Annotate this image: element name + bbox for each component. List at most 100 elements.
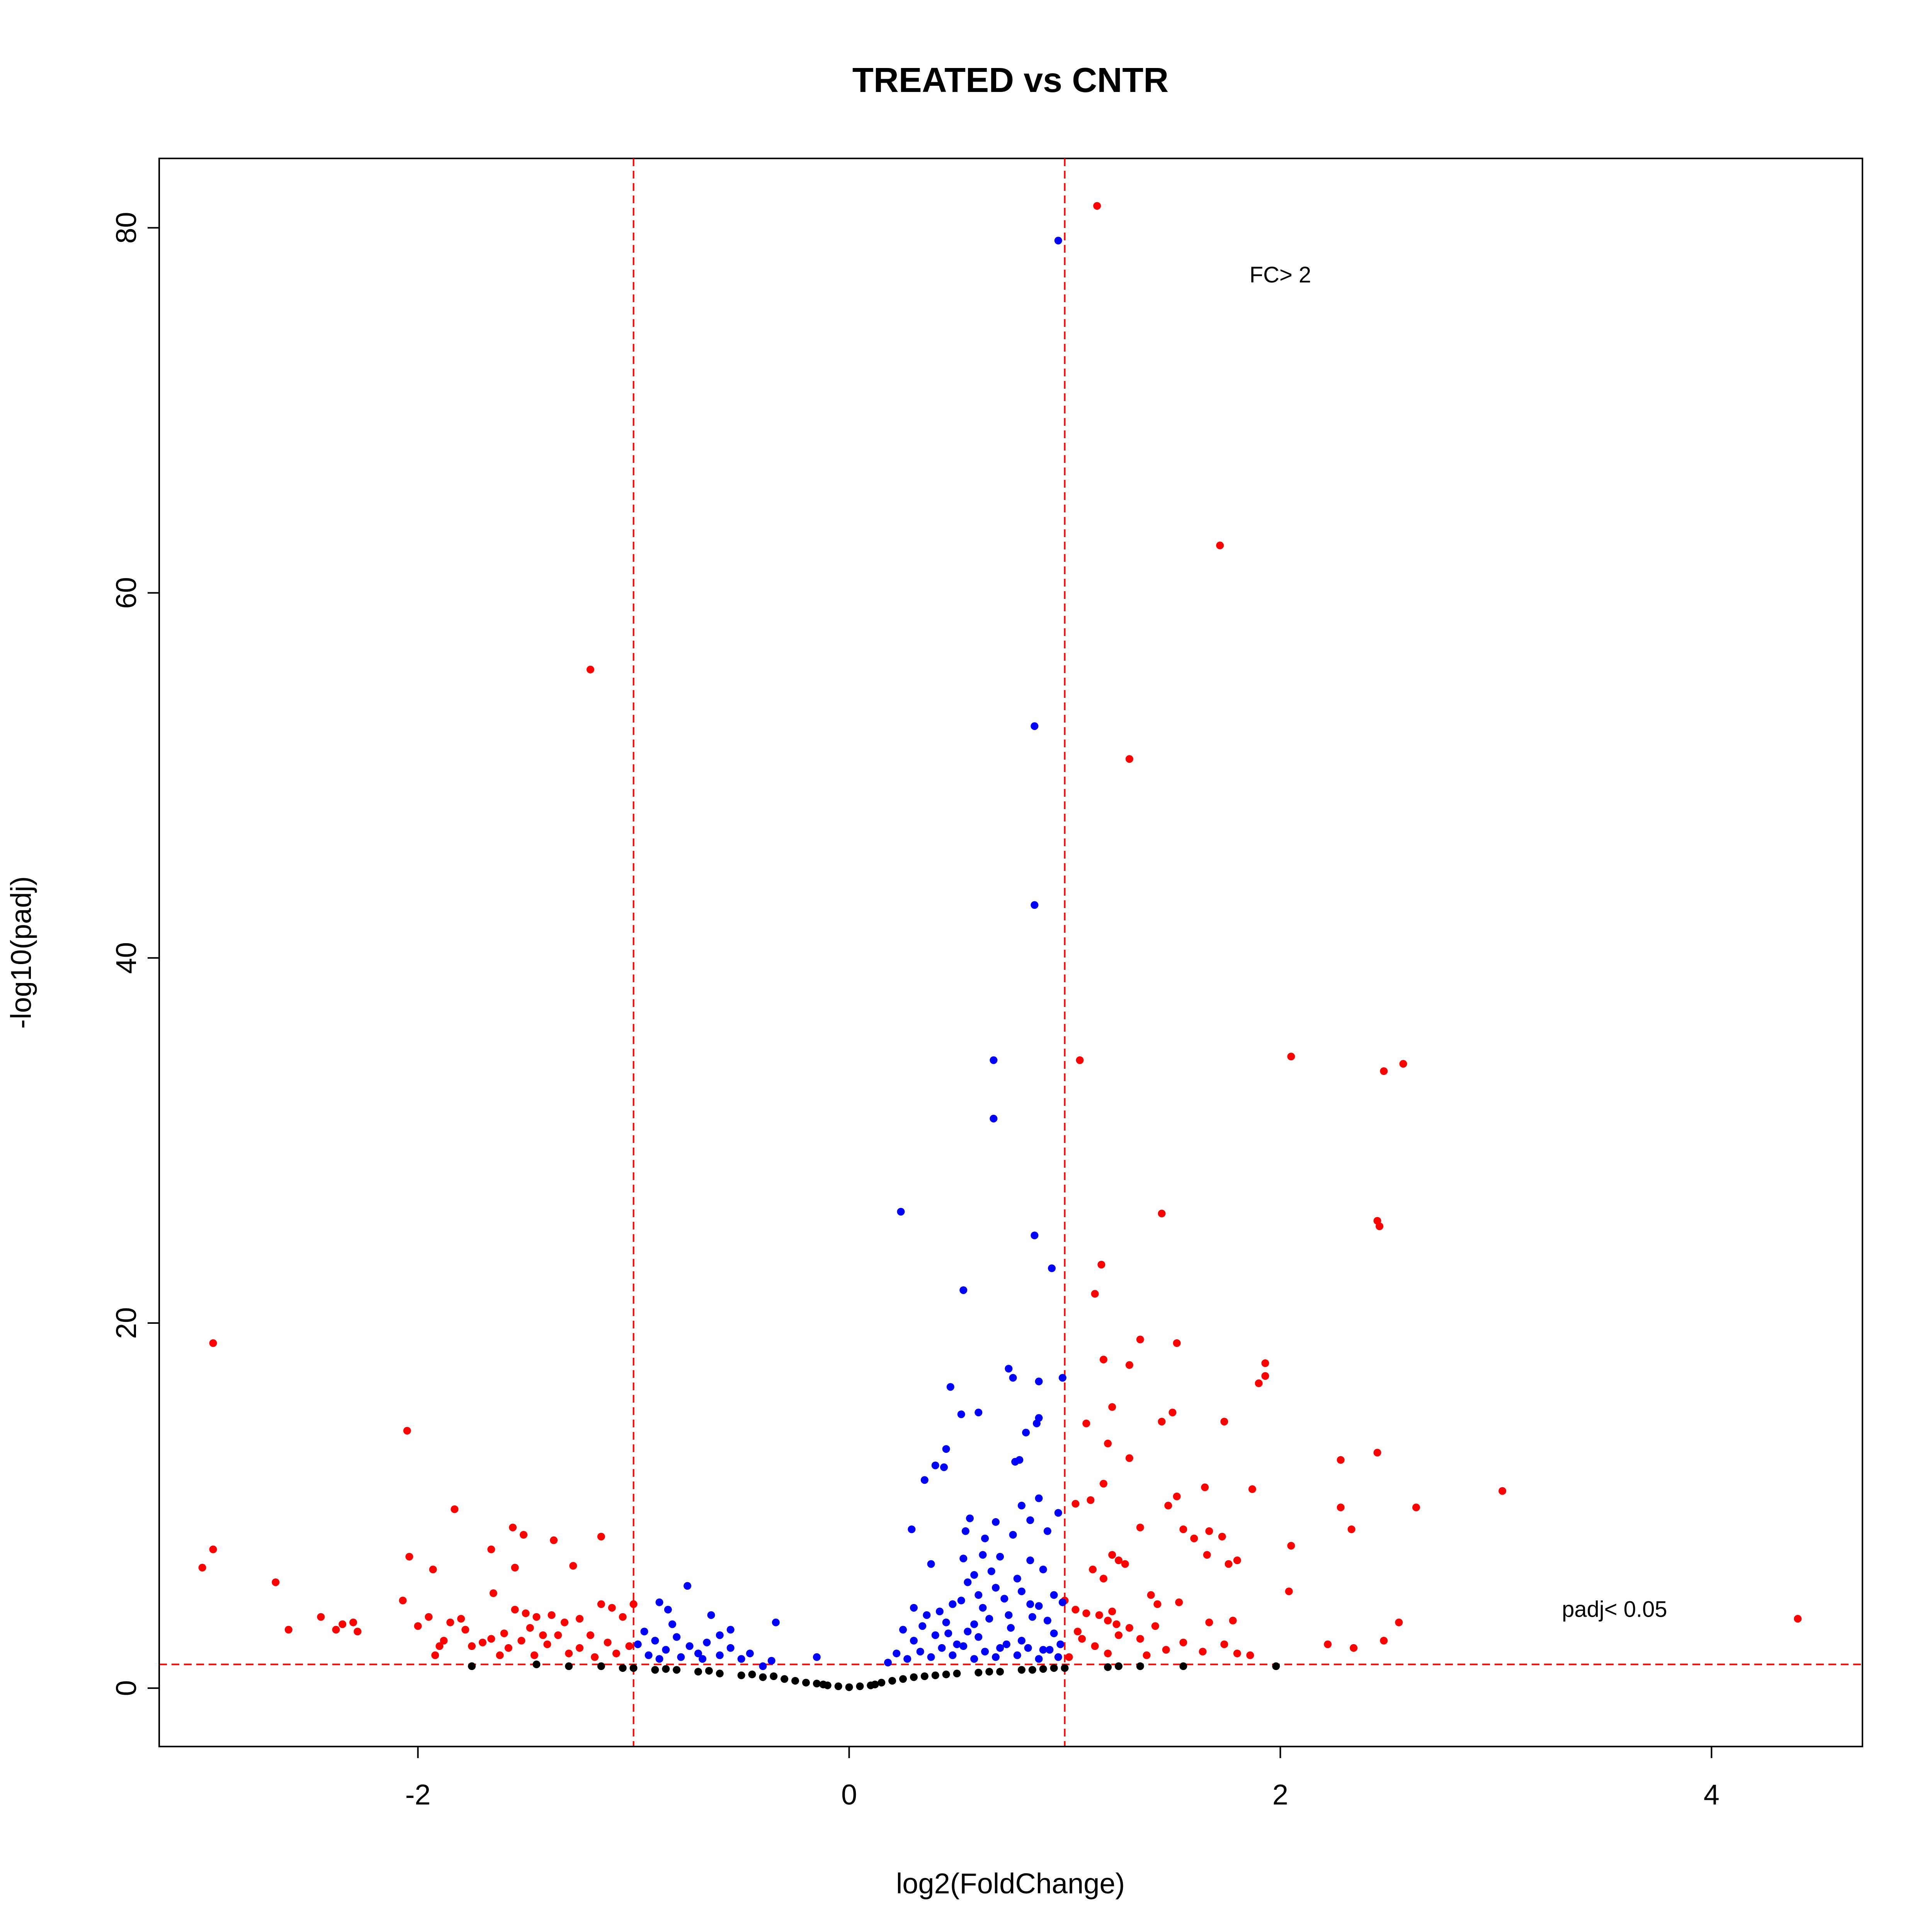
data-point-blue — [927, 1560, 935, 1568]
y-tick-label: 0 — [110, 1680, 142, 1696]
data-point-blue — [931, 1631, 939, 1639]
data-point-blue — [737, 1655, 745, 1663]
data-point-blue — [953, 1640, 961, 1648]
data-point-blue — [1056, 1640, 1065, 1648]
data-point-blue — [1009, 1374, 1017, 1382]
data-point-blue — [944, 1629, 952, 1638]
data-point-red — [1229, 1617, 1237, 1625]
data-point-blue — [908, 1525, 916, 1533]
data-point-black — [651, 1666, 659, 1674]
data-point-blue — [964, 1628, 972, 1636]
y-tick-label: 80 — [110, 212, 142, 243]
data-point-black — [931, 1671, 939, 1679]
data-point-red — [487, 1635, 495, 1643]
data-point-red — [569, 1562, 577, 1570]
data-point-blue — [1026, 1516, 1034, 1524]
data-point-black — [716, 1670, 724, 1678]
data-point-blue — [959, 1554, 968, 1563]
data-point-blue — [1043, 1617, 1051, 1625]
data-point-red — [1082, 1609, 1090, 1617]
data-point-blue — [662, 1646, 670, 1654]
data-point-black — [920, 1672, 929, 1680]
data-point-black — [629, 1664, 638, 1672]
data-point-red — [1255, 1379, 1263, 1387]
data-point-red — [1203, 1551, 1211, 1559]
data-point-blue — [677, 1653, 685, 1661]
data-point-red — [1082, 1419, 1090, 1427]
data-point-red — [1104, 1617, 1112, 1625]
data-point-blue — [981, 1648, 989, 1656]
data-point-red — [1324, 1640, 1332, 1648]
data-point-black — [468, 1662, 476, 1670]
data-point-red — [1175, 1598, 1183, 1606]
data-point-red — [1337, 1503, 1345, 1512]
data-point-red — [1158, 1209, 1166, 1218]
data-point-red — [1261, 1359, 1269, 1367]
data-point-blue — [1022, 1429, 1030, 1437]
data-point-black — [1039, 1665, 1047, 1673]
data-point-blue — [949, 1651, 957, 1659]
data-point-red — [1104, 1650, 1112, 1658]
data-point-blue — [1032, 1419, 1041, 1427]
x-axis: -2 0 2 4 — [405, 1746, 1719, 1811]
data-point-blue — [910, 1604, 918, 1612]
data-point-red — [1190, 1534, 1198, 1543]
data-point-red — [1380, 1637, 1388, 1645]
data-point-red — [1104, 1439, 1112, 1447]
data-point-red — [1179, 1525, 1187, 1533]
data-point-black — [899, 1675, 907, 1683]
data-point-red — [1147, 1591, 1155, 1599]
data-point-red — [1136, 1635, 1144, 1643]
data-point-blue — [975, 1633, 983, 1641]
data-point-blue — [1050, 1629, 1058, 1638]
data-point-red — [405, 1553, 413, 1561]
data-point-blue — [664, 1605, 672, 1614]
data-point-blue — [1035, 1655, 1043, 1663]
data-point-red — [511, 1564, 519, 1572]
data-point-red — [317, 1613, 325, 1621]
data-point-black — [673, 1666, 681, 1674]
data-point-red — [1125, 1624, 1133, 1632]
data-point-red — [612, 1650, 620, 1658]
data-point-blue — [1013, 1575, 1021, 1583]
data-point-red — [597, 1532, 605, 1541]
y-tick-label: 40 — [110, 942, 142, 974]
data-point-blue — [1035, 1602, 1043, 1610]
data-point-red — [1108, 1551, 1116, 1559]
data-point-red — [198, 1564, 206, 1572]
data-points — [198, 202, 1802, 1691]
data-point-red — [349, 1618, 357, 1626]
data-point-red — [1136, 1524, 1144, 1532]
data-point-black — [802, 1679, 810, 1687]
plot-area: FC> 2 padj< 0.05 — [158, 158, 1863, 1747]
data-point-blue — [1026, 1556, 1034, 1565]
data-point-blue — [975, 1408, 983, 1417]
data-point-red — [619, 1613, 627, 1621]
data-point-red — [1225, 1560, 1233, 1568]
data-point-red — [543, 1640, 551, 1648]
data-point-blue — [916, 1648, 924, 1656]
data-point-red — [1153, 1600, 1162, 1608]
data-point-red — [1143, 1651, 1151, 1659]
data-point-blue — [893, 1650, 901, 1658]
data-point-red — [1071, 1605, 1080, 1614]
data-point-red — [1087, 1496, 1095, 1504]
data-point-blue — [903, 1655, 912, 1663]
data-point-blue — [981, 1534, 989, 1543]
data-point-red — [1261, 1372, 1269, 1380]
data-point-red — [431, 1651, 439, 1659]
data-point-blue — [970, 1620, 978, 1628]
data-point-red — [608, 1604, 616, 1612]
data-point-blue — [655, 1598, 663, 1606]
data-point-red — [1287, 1542, 1295, 1550]
data-point-red — [1498, 1487, 1507, 1495]
data-point-red — [1216, 541, 1224, 549]
data-point-blue — [975, 1591, 983, 1599]
data-point-blue — [897, 1208, 905, 1216]
data-point-blue — [1031, 901, 1039, 909]
data-point-black — [910, 1673, 918, 1681]
data-point-blue — [918, 1622, 927, 1630]
data-point-red — [1794, 1615, 1802, 1623]
data-point-red — [354, 1628, 362, 1636]
data-point-blue — [970, 1571, 978, 1579]
